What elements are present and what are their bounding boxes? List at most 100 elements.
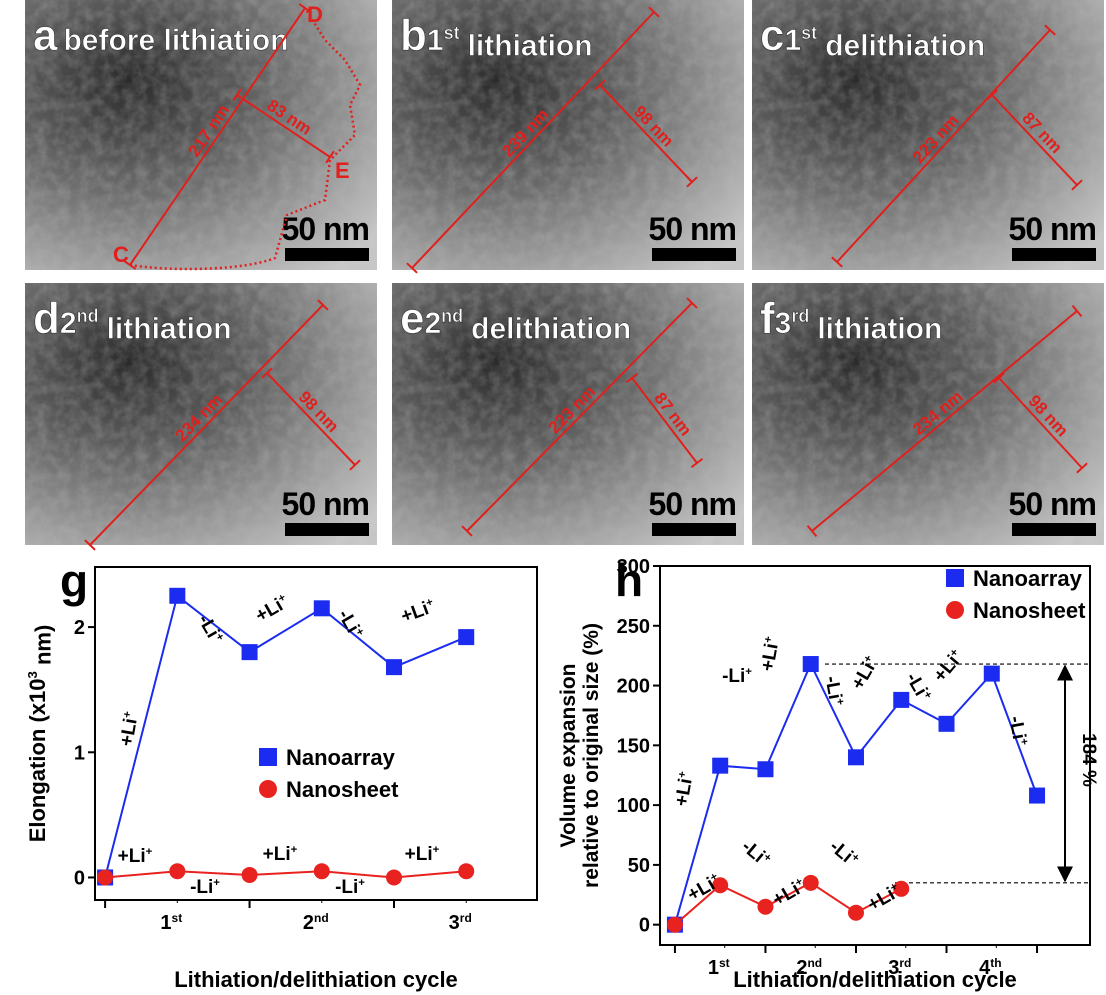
scale-bar	[1012, 523, 1096, 536]
y-tick-label: 200	[617, 676, 650, 698]
annotation: -Li+	[335, 877, 365, 898]
y-tick-label: 50	[628, 855, 650, 877]
scale-label: 50 nm	[649, 211, 736, 247]
annotation-part: +Li	[671, 777, 697, 808]
point	[169, 588, 185, 604]
series-line	[675, 664, 1037, 925]
legend-label: Nanosheet	[973, 598, 1086, 623]
y-axis-label-part: nm)	[30, 625, 55, 671]
legend-swatch	[946, 569, 964, 587]
annotation: +Li+	[398, 596, 438, 628]
annotation: -Li+	[190, 877, 220, 898]
point	[386, 659, 402, 675]
point	[667, 917, 683, 933]
annotation-part: 184 %	[1078, 733, 1099, 787]
y-tick-label: 0	[639, 915, 650, 937]
point	[803, 656, 819, 672]
annotation: +Li+	[263, 844, 298, 865]
point	[169, 863, 185, 879]
y-axis-label: Volume expansion	[557, 664, 580, 848]
figure: abefore lithiation217 nm83 nm50 nmCDEb1s…	[0, 0, 1106, 995]
panel-title-part: 2	[424, 307, 441, 340]
annotation: -Li+	[737, 836, 774, 872]
point	[984, 666, 1000, 682]
scale-bar	[1012, 248, 1096, 261]
scale-label: 50 nm	[282, 211, 369, 247]
annotation: +Li+	[757, 635, 784, 673]
point	[757, 899, 773, 915]
y-axis-label: relative to original size (%)	[580, 623, 603, 888]
annotation: +Li+	[118, 846, 153, 867]
x-tick-label-part: 1	[160, 912, 171, 934]
scale-label: 50 nm	[282, 486, 369, 522]
annotation-part: +Li	[118, 846, 146, 867]
y-axis-label: Elongation (x103 nm)	[25, 625, 55, 843]
point	[939, 716, 955, 732]
panel-title-part: lithiation	[107, 313, 232, 346]
y-tick-label: 1	[74, 742, 85, 764]
scale-label: 50 nm	[649, 486, 736, 522]
panel-title-part: st	[444, 23, 460, 43]
annotation: -Li+	[193, 611, 226, 648]
legend-label: Nanoarray	[286, 745, 396, 770]
annotation-part: +	[121, 710, 134, 719]
panel-title-part: st	[801, 23, 817, 43]
annotation: +Li+	[671, 770, 698, 808]
series-line	[105, 871, 466, 877]
annotation-part: +Li	[263, 844, 291, 865]
annotation-part: +	[833, 697, 846, 706]
plot-frame	[95, 567, 537, 900]
point	[386, 869, 402, 885]
annotation-part: +	[213, 877, 220, 889]
annotation-part: +	[146, 846, 153, 858]
point	[1029, 788, 1045, 804]
scale-bar	[285, 248, 369, 261]
point-label: D	[307, 2, 323, 27]
x-tick-label-part: st	[172, 911, 183, 925]
panel-title-part: before lithiation	[63, 24, 288, 57]
x-tick-label-part: 1	[708, 957, 719, 979]
x-tick-label-part: nd	[314, 911, 329, 925]
annotation-part: +	[358, 877, 365, 889]
chart: h0501001502002503001st2nd3rd4thLithiatio…	[557, 554, 1099, 992]
annotation-part: -Li	[190, 877, 213, 898]
x-axis-label: Lithiation/delithiation cycle	[174, 967, 458, 992]
annotation-part: +Li	[757, 642, 783, 673]
annotation-part: +	[433, 844, 440, 856]
y-tick-label: 100	[617, 795, 650, 817]
annotation-part: +Li	[116, 717, 142, 748]
legend-swatch	[259, 748, 277, 766]
annotation: +Li+	[252, 591, 293, 627]
point	[893, 692, 909, 708]
panel-title-part: lithiation	[817, 313, 942, 346]
x-tick-label-part: 2	[303, 912, 314, 934]
y-axis-label-part: 3	[25, 671, 40, 678]
legend-label: Nanosheet	[286, 777, 399, 802]
tem-panel: abefore lithiation217 nm83 nm50 nmCDE	[25, 0, 377, 270]
y-axis-label-part: Elongation (x10	[25, 679, 50, 843]
x-tick-label: 1st	[708, 956, 730, 979]
annotation-part: +Li	[405, 844, 433, 865]
annotation: +Li+	[847, 653, 883, 694]
point-label: C	[113, 242, 129, 267]
annotation-part: -Li	[722, 666, 745, 687]
x-tick-label-part: 3	[449, 912, 460, 934]
panel-title-part: nd	[77, 306, 99, 326]
annotation: 184 %	[1078, 733, 1099, 787]
panel-title-part: b	[400, 11, 427, 60]
scale-bar	[285, 523, 369, 536]
tem-panel: f3rdlithiation234 nm98 nm50 nm	[752, 283, 1104, 545]
panel-title-part: nd	[441, 306, 463, 326]
scale-label: 50 nm	[1009, 486, 1096, 522]
panel-title-part: 3	[775, 307, 792, 340]
point	[242, 644, 258, 660]
annotation: -Li+	[820, 675, 846, 708]
point	[242, 867, 258, 883]
tem-panel: b1stlithiation239 nm98 nm50 nm	[392, 0, 744, 273]
y-tick-label: 0	[74, 867, 85, 889]
y-tick-label: 2	[74, 617, 85, 639]
annotation-part: +	[676, 770, 689, 779]
annotation: +Li+	[405, 844, 440, 865]
y-tick-label: 250	[617, 616, 650, 638]
